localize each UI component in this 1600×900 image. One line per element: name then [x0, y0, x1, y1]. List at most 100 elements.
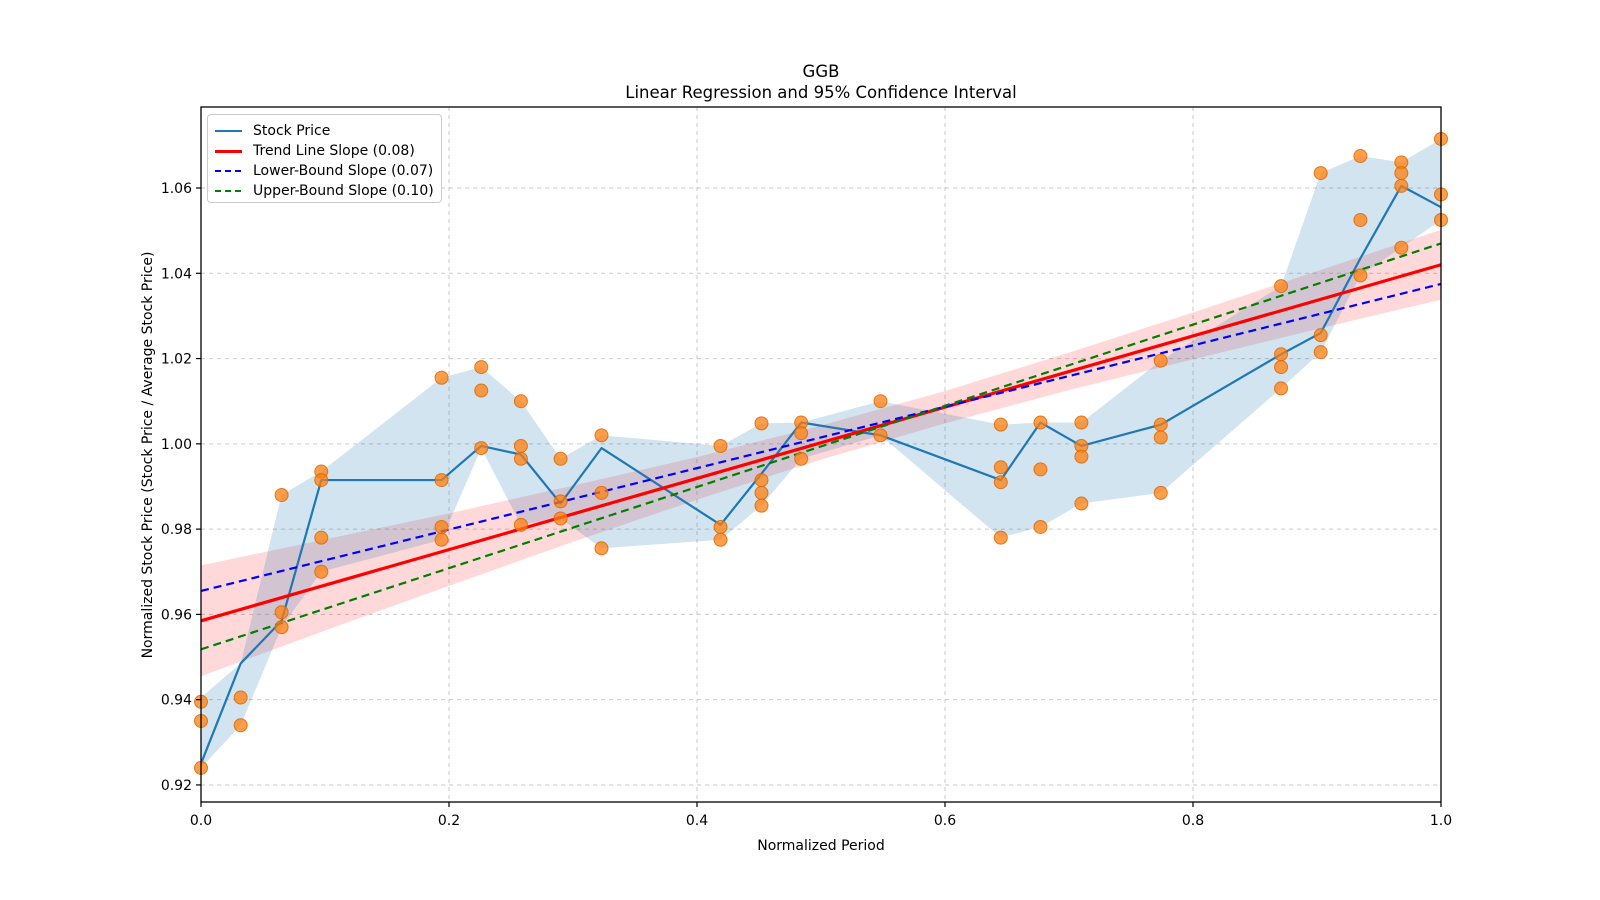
- stock-price-line: [199, 184, 1442, 765]
- x-tick-label: 0.8: [1182, 813, 1204, 829]
- x-axis-label: Normalized Period: [757, 838, 885, 854]
- scatter-point: [1074, 449, 1089, 464]
- scatter-point: [754, 473, 769, 488]
- scatter-point: [1033, 415, 1048, 430]
- legend-item-stock-price: Stock Price: [215, 121, 441, 141]
- scatter-point: [553, 494, 568, 509]
- scatter-point: [754, 416, 769, 431]
- scatter-point: [233, 690, 248, 705]
- scatter-point: [1394, 178, 1409, 193]
- scatter-point: [713, 519, 728, 534]
- scatter-point: [873, 428, 888, 443]
- scatter-point: [314, 473, 329, 488]
- trend-line: [200, 263, 1442, 623]
- scatter-point: [274, 488, 289, 503]
- scatter-point: [993, 475, 1008, 490]
- scatter-point: [434, 519, 449, 534]
- scatter-point: [1153, 417, 1168, 432]
- scatter-point: [233, 718, 248, 733]
- scatter-point: [1153, 430, 1168, 445]
- scatter-point: [1394, 240, 1409, 255]
- legend-label-trend-line: Trend Line Slope (0.08): [253, 143, 415, 159]
- stock-ci-band: [201, 138, 1441, 768]
- scatter-point: [794, 426, 809, 441]
- scatter-point: [594, 541, 609, 556]
- scatter-point: [993, 417, 1008, 432]
- scatter-point: [314, 564, 329, 579]
- legend-label-upper-bound: Upper-Bound Slope (0.10): [253, 183, 434, 199]
- scatter-point: [553, 451, 568, 466]
- scatter-point: [314, 530, 329, 545]
- scatter-point: [1313, 345, 1328, 360]
- legend-item-trend-line: Trend Line Slope (0.08): [215, 141, 441, 161]
- scatter-point: [1033, 462, 1048, 477]
- upper-bound-line: [200, 242, 1442, 651]
- scatter-point: [713, 532, 728, 547]
- scatter-point: [1074, 415, 1089, 430]
- scatter-point: [1353, 149, 1368, 164]
- scatter-point: [754, 485, 769, 500]
- chart-title: GGB: [802, 62, 840, 81]
- trend-ci-band: [201, 229, 1441, 677]
- tick-labels: 0.0 0.2 0.4 0.6 0.8 1.0 0.92 0.94 0.96 0.98 1.00 1.…: [161, 181, 1452, 829]
- scatter-point: [553, 511, 568, 526]
- legend-label-lower-bound: Lower-Bound Slope (0.07): [253, 163, 434, 179]
- chart-subtitle: Linear Regression and 95% Confidence Int…: [625, 83, 1017, 102]
- scatter-point: [1033, 519, 1048, 534]
- scatter-point: [1274, 347, 1289, 362]
- y-tick-label: 1.06: [161, 181, 192, 197]
- scatter-point: [594, 485, 609, 500]
- lower-bound-line: [200, 282, 1442, 593]
- y-tick-label: 0.96: [161, 607, 192, 623]
- scatter-point: [474, 360, 489, 375]
- y-tick-label: 1.00: [161, 437, 192, 453]
- stock-price-line-sample: [215, 130, 242, 132]
- scatter-point: [1313, 328, 1328, 343]
- scatter-point: [434, 473, 449, 488]
- scatter-point: [1313, 166, 1328, 181]
- scatter-point: [993, 530, 1008, 545]
- y-tick-label: 0.94: [161, 693, 192, 709]
- scatter-point: [754, 498, 769, 513]
- y-tick-label: 1.04: [161, 266, 192, 282]
- legend: Stock Price Trend Line Slope (0.08) Lowe…: [207, 114, 442, 203]
- x-tick-label: 1.0: [1430, 813, 1452, 829]
- scatter-point: [1153, 353, 1168, 368]
- x-tick-label: 0.0: [190, 813, 212, 829]
- scatter-point: [993, 460, 1008, 475]
- scatter-point: [713, 438, 728, 453]
- scatter-point: [1274, 279, 1289, 294]
- axes-frame: [196, 106, 1442, 807]
- scatter-point: [513, 451, 528, 466]
- scatter-point: [474, 383, 489, 398]
- scatter-points: [194, 131, 1448, 775]
- y-tick-label: 0.92: [161, 778, 192, 794]
- scatter-point: [513, 438, 528, 453]
- scatter-point: [513, 517, 528, 532]
- scatter-point: [1074, 496, 1089, 511]
- scatter-point: [1274, 360, 1289, 375]
- scatter-point: [1274, 381, 1289, 396]
- scatter-point: [1153, 485, 1168, 500]
- y-tick-label: 0.98: [161, 522, 192, 538]
- legend-item-upper-bound: Upper-Bound Slope (0.10): [215, 181, 441, 201]
- upper-bound-line-sample: [215, 190, 242, 192]
- lower-bound-line-sample: [215, 170, 242, 172]
- scatter-point: [1353, 268, 1368, 283]
- scatter-point: [434, 532, 449, 547]
- legend-label-stock-price: Stock Price: [253, 123, 331, 139]
- x-tick-label: 0.6: [934, 813, 956, 829]
- scatter-point: [474, 441, 489, 456]
- scatter-point: [794, 451, 809, 466]
- y-tick-label: 1.02: [161, 352, 192, 368]
- scatter-point: [274, 620, 289, 635]
- scatter-point: [274, 605, 289, 620]
- scatter-point: [1394, 166, 1409, 181]
- y-axis-label: Normalized Stock Price (Stock Price / Av…: [140, 251, 156, 659]
- trend-line-sample: [215, 149, 242, 153]
- scatter-point: [594, 428, 609, 443]
- scatter-point: [434, 370, 449, 385]
- x-tick-label: 0.2: [438, 813, 460, 829]
